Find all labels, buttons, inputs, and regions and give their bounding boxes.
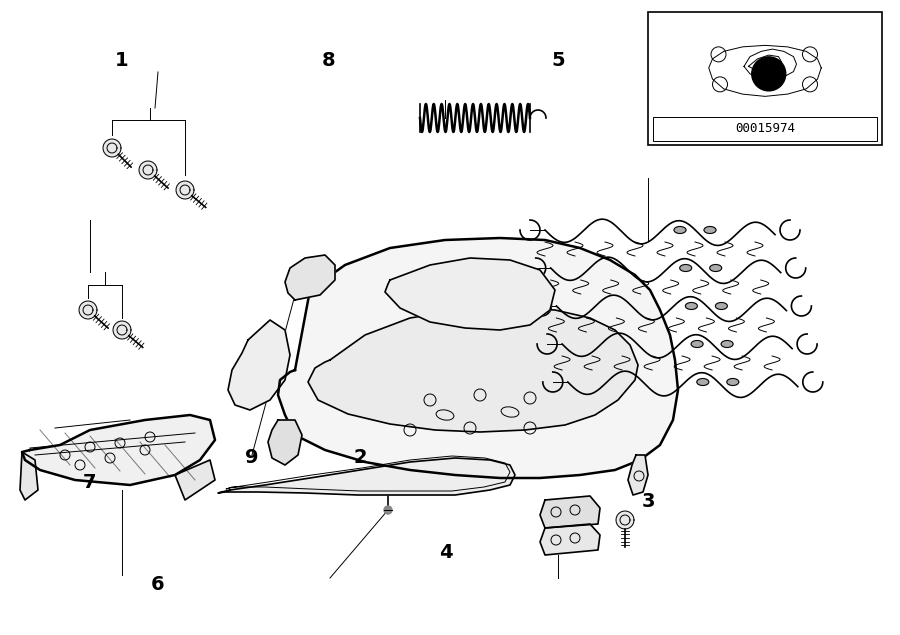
Polygon shape	[385, 258, 555, 330]
Polygon shape	[268, 420, 302, 465]
Text: 1: 1	[114, 51, 129, 70]
Polygon shape	[79, 301, 97, 319]
Text: 00015974: 00015974	[735, 123, 795, 135]
Circle shape	[752, 57, 786, 91]
Polygon shape	[285, 255, 335, 300]
Polygon shape	[140, 161, 157, 179]
Text: 8: 8	[321, 51, 336, 70]
Polygon shape	[628, 455, 648, 495]
Text: 2: 2	[353, 448, 367, 467]
Ellipse shape	[686, 302, 698, 309]
Text: 4: 4	[438, 543, 453, 562]
Polygon shape	[22, 415, 215, 485]
Polygon shape	[113, 321, 131, 339]
Polygon shape	[228, 320, 290, 410]
Polygon shape	[175, 460, 215, 500]
Ellipse shape	[697, 378, 709, 385]
Text: 6: 6	[150, 575, 165, 594]
Polygon shape	[308, 308, 638, 432]
Polygon shape	[176, 181, 194, 199]
Ellipse shape	[710, 265, 722, 272]
Polygon shape	[278, 238, 678, 478]
Text: 9: 9	[245, 448, 259, 467]
Polygon shape	[540, 496, 600, 528]
Bar	[648, 12, 882, 145]
Ellipse shape	[727, 378, 739, 385]
Polygon shape	[218, 458, 515, 495]
Polygon shape	[616, 511, 634, 529]
Ellipse shape	[704, 227, 716, 234]
Circle shape	[384, 506, 392, 514]
Polygon shape	[20, 452, 38, 500]
Polygon shape	[540, 524, 600, 555]
Text: 7: 7	[83, 473, 97, 492]
Ellipse shape	[716, 302, 727, 309]
Ellipse shape	[674, 227, 686, 234]
Bar	[653, 117, 877, 141]
Text: 5: 5	[551, 51, 565, 70]
Ellipse shape	[691, 340, 703, 347]
Ellipse shape	[721, 340, 734, 347]
Text: 3: 3	[641, 492, 655, 511]
Polygon shape	[104, 139, 121, 157]
Ellipse shape	[680, 265, 692, 272]
